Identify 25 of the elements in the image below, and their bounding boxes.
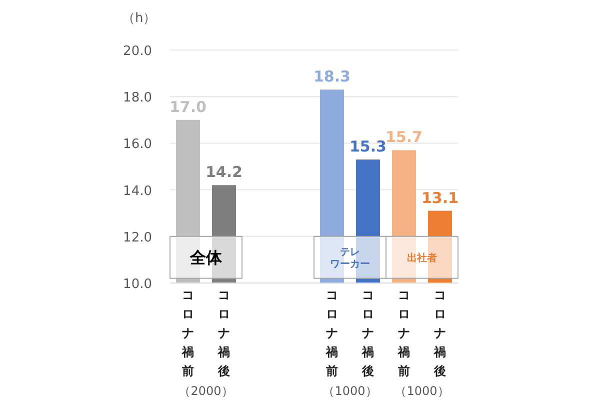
x-tick-label: コロナ禍前 [325, 288, 338, 378]
y-tick-label: 16.0 [123, 137, 152, 152]
y-tick-label: 12.0 [123, 230, 152, 246]
data-label: 15.3 [349, 138, 387, 156]
text: （1000） [394, 384, 450, 398]
data-label: 13.1 [421, 188, 459, 207]
x-tick-label: コロナ禍後 [433, 288, 446, 378]
data-label: 14.2 [205, 163, 243, 182]
y-tick-label: 14.0 [123, 184, 152, 199]
y-tick-label: 10.0 [123, 277, 152, 292]
annotation: 全体 [189, 248, 223, 267]
annotation: 出社者 [407, 252, 437, 264]
annotation: テレワーカー [330, 246, 370, 270]
data-label: 18.3 [313, 68, 351, 86]
y-tick-label: 20.0 [123, 44, 152, 59]
y-axis-title: （h） [122, 11, 156, 26]
text: （2000） [178, 384, 234, 398]
y-tick-label: 18.0 [123, 90, 152, 106]
text: （1000） [322, 384, 378, 398]
x-tick-label: コロナ禍後 [217, 288, 230, 378]
x-tick-label: コロナ禍前 [397, 288, 410, 378]
data-label: 15.7 [385, 128, 423, 146]
x-tick-label: コロナ禍前 [181, 288, 194, 378]
data-label: 17.0 [169, 98, 207, 116]
x-tick-label: コロナ禍後 [361, 288, 374, 378]
